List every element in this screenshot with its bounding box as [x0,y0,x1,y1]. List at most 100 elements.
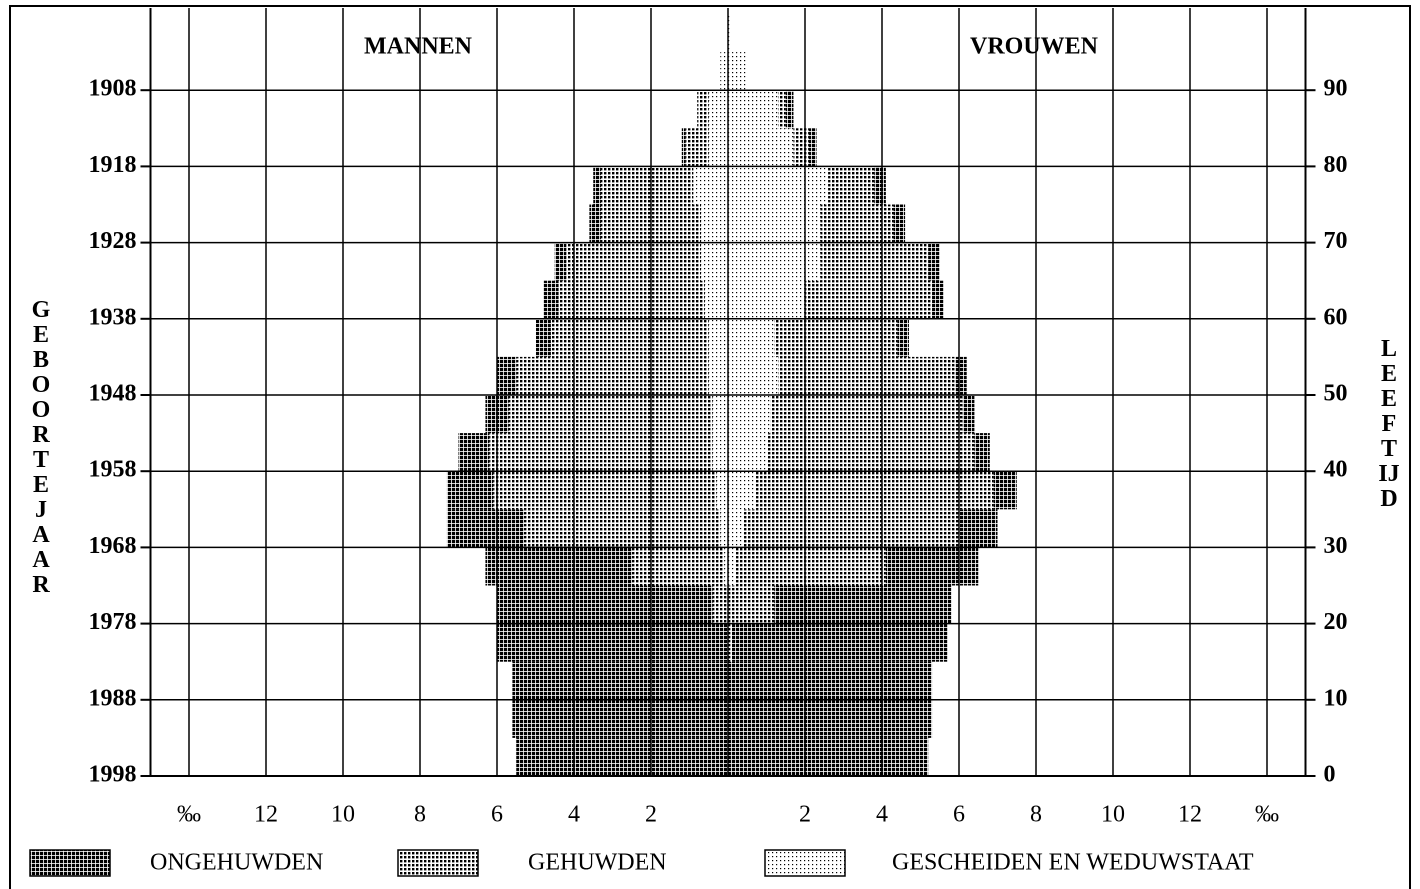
bar [728,356,779,395]
bar [446,509,524,548]
y-tick-label: 20 [1324,609,1348,635]
bar [681,128,686,167]
y-tick-label: 1908 [89,76,137,102]
bar [728,280,805,319]
x-tick-label: 6 [491,802,503,828]
bar [728,737,929,776]
frame [9,5,1411,889]
bar [716,471,728,510]
x-tick-label: 4 [876,802,888,828]
bar [712,585,728,624]
bar [708,318,728,357]
bar [693,166,728,205]
bar [728,318,775,357]
bar [728,90,779,129]
bar [778,90,786,129]
y-tick-label: 0 [1324,762,1336,788]
bar [828,166,875,205]
bar [728,242,821,281]
bar [708,90,728,129]
bar [778,356,956,395]
x-tick-label: 8 [414,802,426,828]
bar [728,585,775,624]
bar [728,204,821,243]
bar [712,395,728,434]
y-tick-label: 60 [1324,304,1348,330]
bar [589,204,601,243]
bar [566,242,702,281]
bar [516,737,728,776]
bar [593,166,601,205]
y-tick-label: 50 [1324,381,1348,407]
bar [731,623,948,662]
y-tick-label: 1998 [89,762,137,788]
y-tick-label: 1938 [89,304,137,330]
bar [728,509,744,548]
bar [974,433,990,472]
bar [554,242,567,281]
bar [728,547,736,586]
y-tick-label: 1988 [89,685,137,711]
legend-swatch [397,849,479,877]
bar [558,280,705,319]
y-tick-label: 1958 [89,457,137,483]
bar [955,356,967,395]
y-tick-label: 40 [1324,457,1348,483]
x-tick-label: 10 [1101,802,1125,828]
bar [754,471,994,510]
bar [766,433,975,472]
y-tick-label: 70 [1324,228,1348,254]
bar [697,90,709,129]
bar [724,547,728,586]
y-tick-label: 80 [1324,152,1348,178]
bar [712,433,728,472]
bar [543,280,559,319]
x-tick-label: ‰ [177,802,201,828]
bar [720,52,728,91]
x-tick-label: 12 [254,802,278,828]
bar [704,280,728,319]
bar [708,356,728,395]
bar [743,509,959,548]
bar [550,318,709,357]
bar [512,661,728,700]
bar [893,204,906,243]
bar [793,128,809,167]
bar [962,395,975,434]
bar [685,128,709,167]
bar [728,166,829,205]
bar [774,585,952,624]
bar [785,90,794,129]
x-tick-label: 10 [331,802,355,828]
bar [600,166,694,205]
bar [708,128,728,167]
bar [458,433,490,472]
bar [535,318,551,357]
bar [701,242,728,281]
bar [932,280,944,319]
bar [493,471,717,510]
bar [728,699,933,738]
x-tick-label: 2 [645,802,657,828]
legend-label: ONGEHUWDEN [150,850,323,876]
bar [885,547,979,586]
bar [774,318,898,357]
axis-label: LEEFTIJD [1378,336,1400,512]
bar [516,356,709,395]
bar [874,166,886,205]
x-tick-label: 12 [1178,802,1202,828]
bar [523,509,721,548]
bar [928,242,940,281]
y-tick-label: 10 [1324,685,1348,711]
bar [508,395,713,434]
legend-swatch [764,849,846,877]
y-tick-label: 1918 [89,152,137,178]
legend-label: GESCHEIDEN EN WEDUWSTAAT [892,850,1254,876]
bar [446,471,494,510]
bar [808,128,817,167]
x-tick-label: 2 [799,802,811,828]
bar [728,14,732,53]
bar [720,509,728,548]
bar [897,318,909,357]
